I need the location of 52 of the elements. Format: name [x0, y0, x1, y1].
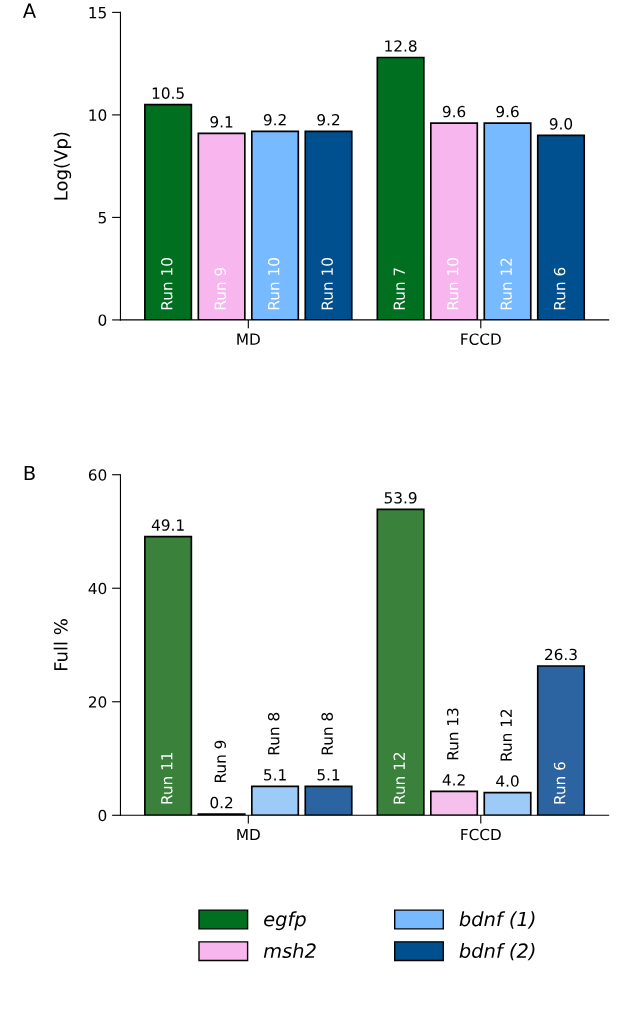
data-label: 9.6 — [442, 105, 466, 118]
annotation: Run 6 — [553, 762, 566, 804]
x-tick-label: MD — [237, 828, 260, 841]
annotation: Run 7 — [393, 268, 406, 310]
annotation: Run 10 — [267, 258, 280, 310]
annotation: Run 8 — [267, 712, 280, 755]
data-label: 53.9 — [384, 492, 417, 504]
y-tick-label: 20 — [88, 696, 107, 708]
y-tick-label: 15 — [89, 7, 106, 19]
y-tick-label: 0 — [98, 314, 107, 326]
data-label: 26.3 — [545, 648, 577, 661]
data-label: 5.1 — [317, 769, 340, 781]
annotation: Run 10 — [321, 258, 333, 310]
data-label: 9.0 — [549, 118, 573, 130]
y-tick-label: 5 — [98, 212, 106, 224]
annotation: Run 10 — [446, 258, 459, 310]
data-label: 9.2 — [317, 114, 340, 126]
data-label: 49.1 — [151, 519, 184, 531]
y-axis-title: Log(Vp) — [53, 132, 72, 200]
data-label: 10.5 — [152, 87, 184, 99]
legend-label: egfp — [264, 911, 306, 931]
data-label: 4.0 — [496, 775, 519, 787]
x-tick-label: FCCD — [461, 828, 501, 841]
legend-label: bdnf (2) — [459, 943, 535, 961]
y-axis-title: Full % — [53, 619, 68, 671]
y-tick-label: 0 — [98, 809, 107, 822]
annotation: Run 9 — [214, 267, 227, 310]
x-tick-label: FCCD — [461, 333, 501, 345]
legend-label: msh2 — [263, 943, 316, 959]
data-label: 9.1 — [210, 116, 233, 128]
annotation: Run 12 — [500, 258, 512, 310]
data-label: 0.2 — [210, 796, 233, 809]
annotation: Run 9 — [214, 740, 227, 782]
data-label: 12.8 — [385, 40, 417, 52]
chart-title: B — [24, 465, 35, 481]
legend-label: bdnf (1) — [459, 911, 535, 929]
annotation: Run 13 — [446, 708, 459, 760]
y-tick-label: 40 — [88, 582, 107, 595]
x-tick-label: MD — [237, 333, 260, 345]
annotation: Run 6 — [553, 267, 566, 310]
data-label: 4.2 — [442, 774, 465, 786]
chart-title: A — [22, 3, 36, 18]
y-tick-label: 60 — [88, 469, 107, 481]
annotation: Run 12 — [500, 709, 512, 761]
y-tick-label: 10 — [89, 109, 107, 121]
annotation: Run 8 — [321, 712, 333, 755]
annotation: Run 10 — [160, 258, 173, 310]
annotation: Run 12 — [393, 753, 406, 804]
data-label: 5.1 — [264, 769, 286, 781]
data-label: 9.2 — [263, 114, 286, 126]
annotation: Run 11 — [161, 752, 173, 804]
data-label: 9.6 — [496, 105, 519, 118]
